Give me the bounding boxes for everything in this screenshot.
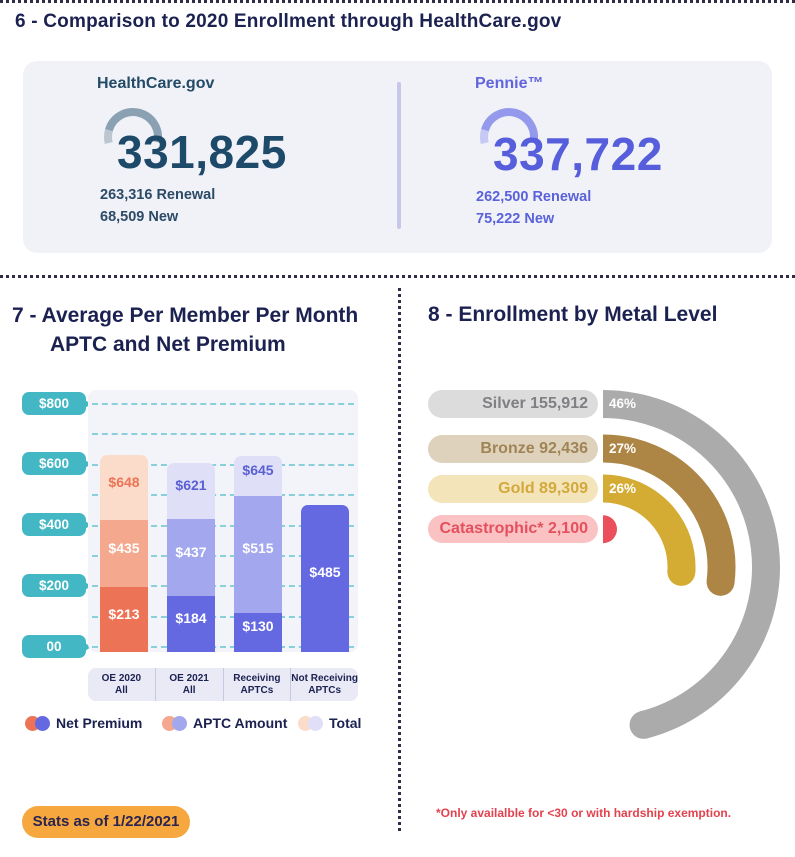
metal-pill-bronze: Bronze 92,436 [428, 434, 598, 463]
bar-1-net-segment [100, 587, 148, 652]
metal-level-arc-chart [602, 390, 780, 739]
y-axis-tick-label: $800 [22, 391, 91, 415]
section-7-title: 7 - Average Per Member Per Month APTC and… [12, 301, 358, 359]
x-axis-category-3: Receiving APTCs [222, 668, 291, 701]
x-axis-category-line: OE 2021 [169, 673, 209, 684]
healthcare-total: 331,825 [117, 126, 287, 178]
bar-2-net-segment [167, 596, 215, 652]
bar-chart-x-axis: OE 2020 All OE 2021 All Receiving APTCs Not Re… [88, 668, 358, 701]
section-6-title: 6 - Comparison to 2020 Enrollment throug… [15, 11, 562, 32]
bar-2-aptc-value-label: $437 [175, 543, 207, 560]
stats-date-badge: Stats as of 1/22/2021 [22, 806, 190, 838]
pennie-breakdown: 262,500 Renewal 75,222 New [476, 187, 591, 230]
x-axis-category-line: APTCs [308, 685, 342, 696]
pennie-new: 75,222 New [476, 210, 555, 227]
legend-item-net-premium: Net Premium [25, 714, 142, 732]
x-axis-category-line: Receiving [233, 673, 281, 684]
pennie-gauge-arc-icon [480, 108, 538, 145]
x-axis-category-line: All [182, 685, 196, 696]
bronze-arc-endcap [706, 567, 735, 596]
x-axis-category-line: APTCs [240, 685, 274, 696]
healthcare-renewal: 263,316 Renewal [100, 187, 216, 203]
gridline [92, 494, 354, 497]
top-dotted-divider [0, 0, 795, 3]
legend-item-total: Total [298, 714, 361, 732]
bar-3-total-value-label: $645 [242, 461, 274, 478]
gridline [92, 585, 354, 588]
bar-1-net-value-label: $213 [108, 605, 140, 622]
legend-label: Total [329, 715, 362, 731]
healthcare-breakdown: 263,316 Renewal 68,509 New [100, 185, 215, 228]
bar-3-aptc-value-label: $515 [242, 540, 274, 557]
gridline [92, 463, 354, 466]
vertical-dotted-divider [398, 288, 401, 831]
x-axis-category-2: OE 2021 All [154, 668, 223, 701]
gridline [92, 646, 354, 648]
catastrophic-footnote: *Only availalble for <30 or with hardshi… [436, 806, 732, 820]
gridline [92, 615, 354, 618]
gold-arc-endcap [667, 557, 696, 586]
y-axis-tick-label: 00 [22, 634, 91, 658]
enrollment-comparison-card: HealthCare.gov 331,825 263,316 Renewal 6… [23, 61, 772, 253]
metal-pill-catastrophic: Catastrophic* 2,100 [428, 515, 598, 543]
bar-2-total-value-label: $621 [175, 477, 207, 494]
y-axis-tick-label: $200 [22, 573, 91, 597]
catastrophic-arc [603, 515, 617, 544]
gridline [92, 524, 354, 527]
legend-dot-right-icon [172, 715, 187, 731]
section-7-title-line2: APTC and Net Premium [50, 333, 286, 356]
gridline [92, 403, 354, 405]
pennie-title: Pennie™ [475, 75, 544, 92]
gauge-main-arc [105, 108, 162, 144]
bronze-arc [602, 434, 736, 584]
horizontal-dotted-divider [0, 275, 795, 278]
metal-pill-gold: Gold 89,309 [428, 474, 598, 503]
x-axis-category-1: OE 2020 All [88, 668, 155, 701]
card-divider [397, 82, 401, 229]
pennie-total: 337,722 [493, 128, 663, 180]
gauge-main-arc [481, 108, 538, 144]
metal-pill-silver: Silver 155,912 [428, 390, 598, 418]
gauge-tail-arc [480, 129, 489, 145]
legend-dot-right-icon [308, 715, 323, 731]
x-axis-category-line: All [114, 685, 128, 696]
x-axis-category-4: Not Receiving APTCs [290, 668, 358, 701]
x-axis-category-line: Not Receiving [291, 673, 358, 684]
section-8-title: 8 - Enrollment by Metal Level [428, 303, 718, 326]
pennie-renewal: 262,500 Renewal [476, 189, 592, 205]
bar-3-net-value-label: $130 [242, 618, 274, 635]
bar-2-net-value-label: $184 [175, 610, 207, 627]
legend-dot-right-icon [35, 715, 50, 731]
bar-4-net-value-label: $485 [309, 564, 341, 581]
healthcare-gauge-arc-icon [104, 108, 162, 145]
bar-1-total-value-label: $648 [108, 473, 140, 490]
legend-label: Net Premium [56, 715, 143, 731]
bar-chart-plot-area: $213 $435 $648 $184 $437 $621 $130 $515 $645 $485 [88, 390, 358, 652]
bar-1-aptc-value-label: $435 [108, 539, 140, 556]
gridline [92, 433, 354, 436]
legend-label: APTC Amount [193, 715, 288, 731]
silver-arc [602, 390, 780, 739]
metal-percentage-gold: 26% [609, 480, 637, 496]
healthcare-title: HealthCare.gov [97, 75, 215, 92]
silver-arc-endcap [629, 710, 658, 739]
y-axis-tick-label: $600 [22, 452, 91, 476]
healthcare-new: 68,509 New [100, 208, 179, 225]
bar-3-net-segment [234, 612, 282, 652]
gridline [92, 554, 354, 557]
x-axis-category-line: OE 2020 [101, 673, 142, 684]
gauge-tail-arc [104, 129, 113, 145]
legend-item-aptc-amount: APTC Amount [162, 714, 287, 732]
metal-percentage-bronze: 27% [609, 440, 637, 456]
y-axis-tick-label: $400 [22, 513, 91, 536]
bar-4-net-segment [301, 504, 349, 652]
gold-arc [602, 474, 696, 573]
section-7-title-line1: 7 - Average Per Member Per Month [12, 304, 359, 327]
metal-percentage-silver: 46% [609, 396, 637, 411]
